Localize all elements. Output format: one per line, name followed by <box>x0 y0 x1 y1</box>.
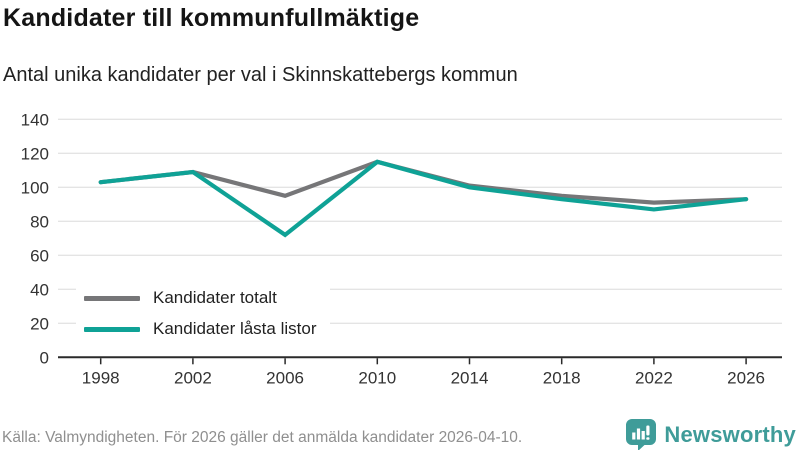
chart-subtitle: Antal unika kandidater per val i Skinnsk… <box>3 64 518 86</box>
x-tick-label-2018: 2018 <box>543 368 581 387</box>
legend-swatch-totalt <box>84 295 140 301</box>
y-tick-label-140: 140 <box>21 110 49 129</box>
legend-swatch-lasta <box>84 326 140 332</box>
brand-name: Newsworthy <box>664 422 796 447</box>
y-tick-label-60: 60 <box>30 246 49 265</box>
legend-item-totalt: Kandidater totalt <box>84 288 316 308</box>
chart-title: Kandidater till kommunfullmäktige <box>3 4 420 32</box>
y-tick-label-100: 100 <box>21 178 49 197</box>
series-line-1 <box>98 159 749 238</box>
legend-item-lasta: Kandidater låsta listor <box>84 319 316 339</box>
x-tick-label-2014: 2014 <box>451 368 489 387</box>
line-chart: 0 20 40 60 80 100 120 140 1998 2002 2006 2010 2014 20… <box>21 110 782 387</box>
x-tick-label-2006: 2006 <box>266 368 304 387</box>
x-tick-label-2026: 2026 <box>727 368 765 387</box>
y-tick-label-120: 120 <box>21 144 49 163</box>
footer: Källa: Valmyndigheten. För 2026 gäller d… <box>0 408 800 450</box>
series-line-0 <box>98 159 749 205</box>
x-tick-label-2010: 2010 <box>358 368 396 387</box>
y-tick-label-40: 40 <box>30 280 49 299</box>
x-tick-label-1998: 1998 <box>82 368 120 387</box>
newsworthy-logo-icon <box>626 419 657 450</box>
legend-label-totalt: Kandidater totalt <box>153 288 277 307</box>
y-tick-label-0: 0 <box>40 348 49 367</box>
chart-legend: Kandidater totalt Kandidater låsta listo… <box>76 282 331 347</box>
newsworthy-brand: Newsworthy <box>625 418 796 450</box>
x-tick-label-2002: 2002 <box>174 368 212 387</box>
y-tick-label-20: 20 <box>30 314 49 333</box>
source-text: Källa: Valmyndigheten. För 2026 gäller d… <box>2 429 523 446</box>
x-tick-label-2022: 2022 <box>635 368 673 387</box>
y-tick-label-80: 80 <box>30 212 49 231</box>
legend-label-lasta: Kandidater låsta listor <box>153 319 317 338</box>
